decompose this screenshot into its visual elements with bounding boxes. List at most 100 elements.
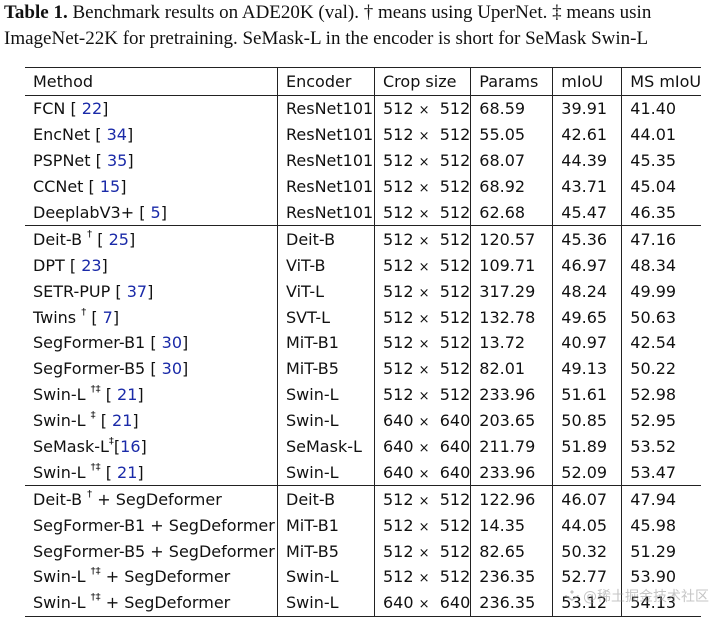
params-cell: 317.29	[470, 278, 553, 305]
citation-link[interactable]: 21	[117, 462, 138, 482]
miou-cell: 44.39	[552, 147, 622, 174]
params-cell: 236.35	[470, 564, 553, 590]
params-cell: 236.35	[470, 589, 553, 617]
method-cell: SegFormer-B5 + SegDeformer	[25, 538, 278, 564]
method-name: SeMask-L	[33, 437, 109, 457]
citation-bracket: ]	[101, 255, 108, 275]
watermark-text: @稀土掘金技术社区	[583, 589, 709, 605]
citation-link[interactable]: 21	[112, 411, 133, 431]
citation-link[interactable]: 5	[150, 203, 161, 222]
encoder-cell: ViT-B	[277, 252, 375, 279]
method-name: Deit-B	[33, 489, 83, 509]
method-cell: SETR-PUP [ 37]	[25, 278, 278, 304]
params-cell: 68.07	[470, 147, 553, 174]
params-cell: 211.79	[470, 433, 553, 460]
ms-miou-cell: 50.63	[621, 304, 702, 331]
footnote-mark: †‡	[90, 566, 101, 578]
footnote-mark: †	[87, 228, 93, 240]
ms-miou-cell: 45.04	[621, 173, 702, 200]
citation-bracket: [	[115, 281, 122, 301]
crop-size-cell: 512 × 512	[373, 199, 471, 226]
method-name: SegFormer-B1	[33, 515, 146, 535]
table-row: Swin-L †‡ + SegDeformer Swin-L 640 × 640 23…	[25, 589, 702, 617]
method-name: CCNet	[33, 177, 84, 197]
method-name: SETR-PUP	[33, 281, 111, 301]
table-row: FCN [ 22] ResNet101 512 × 512 68.59 39.91 41.…	[25, 95, 702, 122]
encoder-cell: ViT-L	[277, 278, 375, 305]
miou-cell: 50.85	[552, 407, 622, 434]
method-name: DeeplabV3+	[33, 203, 135, 222]
citation-link[interactable]: 21	[117, 385, 138, 405]
method-cell: Swin-L ‡ [ 21]	[25, 408, 278, 434]
method-cell: Twins † [ 7]	[25, 304, 278, 330]
encoder-cell: Deit-B	[277, 485, 375, 513]
miou-cell: 39.91	[552, 95, 622, 122]
params-cell: 82.65	[470, 538, 553, 565]
miou-cell: 49.65	[552, 304, 622, 331]
citation-link[interactable]: 16	[120, 437, 141, 457]
params-cell: 203.65	[470, 407, 553, 434]
crop-width: 640	[383, 593, 414, 613]
ms-miou-cell: 45.35	[621, 147, 702, 174]
crop-width: 512	[383, 99, 414, 119]
crop-height: 512	[439, 151, 471, 171]
params-cell: 55.05	[470, 121, 553, 148]
crop-size-cell: 512 × 512	[373, 304, 471, 331]
encoder-cell: Swin-L	[277, 381, 375, 408]
citation-link[interactable]: 35	[106, 151, 128, 171]
params-cell: 109.71	[470, 252, 553, 279]
method-name: Swin-L	[33, 567, 86, 587]
crop-size-cell: 512 × 512	[373, 512, 471, 539]
crop-size-cell: 640 × 640	[373, 589, 471, 617]
method-name: SegFormer-B1	[33, 333, 146, 353]
crop-size-cell: 640 × 640	[373, 407, 471, 434]
footnote-mark: †‡	[90, 384, 101, 396]
crop-size-cell: 512 × 512	[373, 355, 471, 382]
table-row: DeeplabV3+ [ 5] ResNet101 512 × 512 62.68 45…	[25, 199, 702, 226]
citation-bracket: [	[91, 307, 98, 327]
footnote-mark: ‡	[108, 436, 114, 448]
caption-text: Benchmark results on ADE20K (val). † mea…	[67, 2, 652, 23]
times-sign: ×	[418, 545, 430, 561]
juejin-logo-icon	[565, 590, 579, 601]
footnote-mark: ‡	[90, 410, 96, 422]
citation-link[interactable]: 15	[99, 177, 121, 197]
crop-size-cell: 512 × 512	[373, 278, 471, 305]
miou-cell: 48.24	[552, 278, 622, 305]
crop-width: 512	[383, 489, 414, 509]
citation-bracket: [	[95, 151, 102, 171]
citation-bracket: ]	[147, 281, 154, 301]
crop-height: 512	[439, 255, 471, 275]
crop-width: 512	[383, 307, 414, 327]
times-sign: ×	[418, 181, 430, 197]
citation-link[interactable]: 34	[106, 125, 127, 145]
ms-miou-cell: 53.90	[621, 564, 702, 590]
citation-link[interactable]: 37	[126, 281, 148, 301]
citation-link[interactable]: 23	[81, 255, 102, 275]
method-cell: SegFormer-B1 + SegDeformer	[25, 512, 278, 538]
citation-link[interactable]: 25	[108, 229, 129, 249]
citation-bracket: ]	[127, 151, 134, 171]
method-name: FCN	[33, 99, 66, 119]
citation-link[interactable]: 30	[161, 359, 183, 379]
encoder-cell: Deit-B	[277, 225, 375, 253]
times-sign: ×	[418, 493, 430, 509]
crop-width: 512	[383, 151, 414, 171]
citation-bracket: ]	[120, 177, 127, 197]
citation-link[interactable]: 7	[102, 307, 113, 327]
crop-size-cell: 512 × 512	[373, 95, 471, 122]
encoder-cell: ResNet101	[277, 95, 375, 122]
table-row: Swin-L †‡ [ 21] Swin-L 640 × 640 233.96 52.0…	[25, 459, 702, 486]
crop-width: 512	[383, 359, 414, 379]
miou-cell: 50.32	[552, 538, 622, 565]
table-row: Twins † [ 7] SVT-L 512 × 512 132.78 49.65 50.…	[25, 304, 702, 331]
citation-link[interactable]: 30	[161, 333, 183, 353]
citation-bracket: ]	[102, 99, 109, 119]
encoder-cell: MiT-B5	[277, 355, 375, 382]
crop-width: 512	[383, 515, 414, 535]
miou-cell: 46.97	[552, 252, 622, 279]
footnote-mark: †‡	[90, 592, 101, 604]
miou-cell: 52.09	[552, 459, 622, 486]
citation-link[interactable]: 22	[81, 99, 103, 119]
ms-miou-cell: 50.22	[621, 355, 702, 382]
